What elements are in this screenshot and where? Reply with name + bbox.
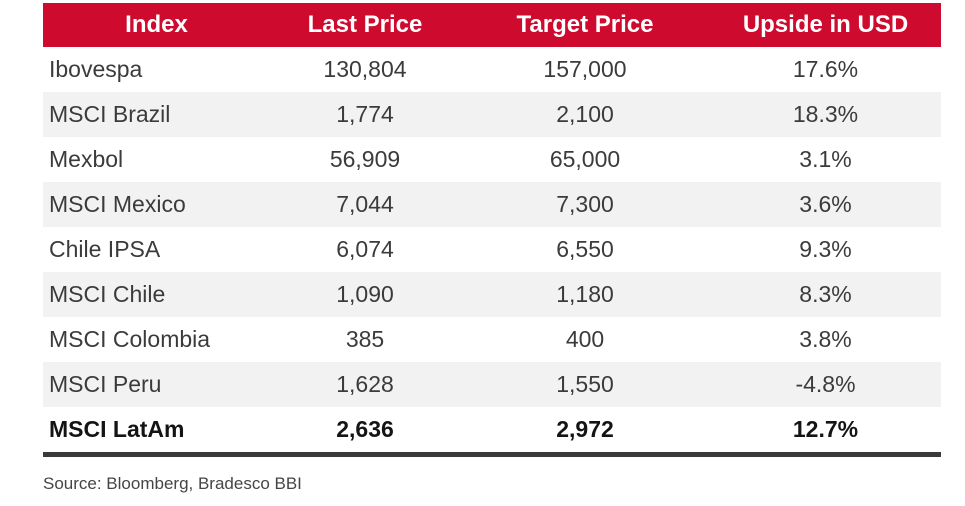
cell-index-name: MSCI Brazil xyxy=(49,101,171,127)
cell-target-price: 1,550 xyxy=(556,371,614,397)
cell-target-price: 65,000 xyxy=(549,146,621,172)
cell-index-name: MSCI Colombia xyxy=(49,326,211,352)
cell-last-price: 1,628 xyxy=(336,371,394,397)
table-row: Chile IPSA 6,074 6,550 9.3% xyxy=(43,227,941,272)
cell-last-price: 6,074 xyxy=(336,236,394,262)
cell-last-price: 385 xyxy=(345,326,385,352)
cell-last-price: 1,774 xyxy=(336,101,394,127)
table-row: MSCI Mexico 7,044 7,300 3.6% xyxy=(43,182,941,227)
cell-index-name: Chile IPSA xyxy=(49,236,161,262)
cell-last-price: 2,636 xyxy=(336,416,394,442)
table-bottom-border xyxy=(43,452,941,457)
cell-last-price: 1,090 xyxy=(336,281,394,307)
cell-index-name: MSCI Peru xyxy=(49,371,162,397)
cell-upside: 12.7% xyxy=(792,416,859,442)
cell-target-price: 6,550 xyxy=(556,236,614,262)
cell-target-price: 2,972 xyxy=(556,416,614,442)
column-header-upside: Upside in USD xyxy=(742,11,909,38)
cell-last-price: 56,909 xyxy=(329,146,401,172)
cell-target-price: 400 xyxy=(565,326,605,352)
cell-upside: 3.8% xyxy=(799,326,852,352)
cell-upside: 8.3% xyxy=(799,281,852,307)
cell-target-price: 1,180 xyxy=(556,281,614,307)
cell-index-name: Ibovespa xyxy=(49,56,143,82)
cell-index-name: MSCI Chile xyxy=(49,281,166,307)
cell-index-name: MSCI Mexico xyxy=(49,191,186,217)
cell-upside: -4.8% xyxy=(795,371,856,397)
cell-upside: 9.3% xyxy=(799,236,852,262)
source-note: Source: Bloomberg, Bradesco BBI xyxy=(43,474,302,493)
column-header-last-price: Last Price xyxy=(307,11,423,38)
table-row: MSCI Colombia 385 400 3.8% xyxy=(43,317,941,362)
cell-upside: 17.6% xyxy=(792,56,859,82)
cell-target-price: 2,100 xyxy=(556,101,614,127)
table-row: MSCI LatAm 2,636 2,972 12.7% xyxy=(43,407,941,452)
cell-upside: 18.3% xyxy=(792,101,859,127)
table-row: Ibovespa 130,804 157,000 17.6% xyxy=(43,47,941,92)
cell-upside: 3.6% xyxy=(799,191,852,217)
cell-last-price: 7,044 xyxy=(336,191,394,217)
cell-upside: 3.1% xyxy=(799,146,852,172)
table-row: MSCI Chile 1,090 1,180 8.3% xyxy=(43,272,941,317)
cell-index-name: Mexbol xyxy=(49,146,124,172)
column-header-target-price: Target Price xyxy=(516,11,654,38)
latam-indices-table: Index Last Price Target Price Upside in … xyxy=(43,3,941,457)
cell-index-name: MSCI LatAm xyxy=(49,416,185,442)
table-body: Ibovespa 130,804 157,000 17.6% MSCI Braz… xyxy=(43,47,941,452)
cell-target-price: 157,000 xyxy=(543,56,627,82)
cell-target-price: 7,300 xyxy=(556,191,614,217)
table-header-row: Index Last Price Target Price Upside in … xyxy=(43,3,941,47)
column-header-index: Index xyxy=(125,11,188,38)
cell-last-price: 130,804 xyxy=(323,56,407,82)
table-row: MSCI Brazil 1,774 2,100 18.3% xyxy=(43,92,941,137)
table-row: MSCI Peru 1,628 1,550 -4.8% xyxy=(43,362,941,407)
table-row: Mexbol 56,909 65,000 3.1% xyxy=(43,137,941,182)
